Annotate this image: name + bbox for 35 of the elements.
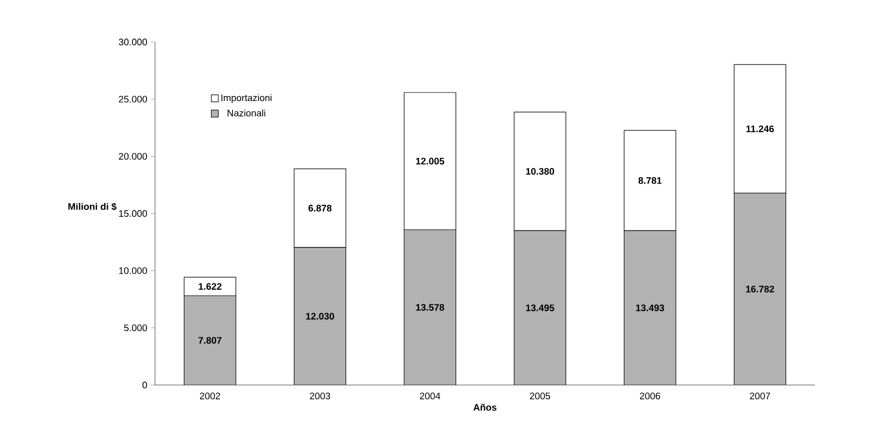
data-label: 1.622 (198, 283, 222, 290)
data-label: 13.578 (416, 304, 444, 311)
x-tick-label: 2003 (310, 392, 330, 400)
y-tick-label: 0 (142, 382, 148, 388)
data-label: 7.807 (198, 337, 222, 344)
x-axis-title: Años (473, 404, 496, 411)
y-tick-label: 25.000 (118, 96, 148, 103)
y-tick-label: 20.000 (118, 152, 148, 160)
legend-label: Importazioni (221, 94, 272, 104)
y-tick-label: 5.000 (124, 324, 148, 332)
legend-label: Nazionali (228, 109, 266, 116)
x-tick-label: 2006 (640, 392, 660, 400)
data-label: 11.246 (746, 125, 774, 132)
bar (624, 230, 676, 385)
x-tick-label: 2005 (530, 392, 550, 400)
data-label: 16.782 (746, 286, 774, 292)
bar (514, 230, 566, 385)
data-label: 12.005 (416, 158, 444, 164)
y-tick-label: 15.000 (119, 210, 148, 217)
data-label: 13.493 (636, 304, 664, 312)
x-tick-label: 2004 (420, 392, 440, 400)
bar (294, 247, 346, 385)
bar (404, 230, 456, 385)
data-label: 8.781 (638, 177, 662, 184)
bar (184, 296, 236, 385)
data-label: 6.878 (308, 204, 332, 212)
x-tick-label: 2007 (750, 392, 770, 400)
y-tick-label: 10.000 (119, 267, 148, 274)
x-tick-label: 2002 (200, 392, 220, 400)
y-axis-title: Milioni di $ (68, 202, 117, 210)
data-label: 13.495 (526, 304, 554, 312)
data-label: 10.380 (526, 168, 554, 175)
y-tick-label: 30.000 (118, 38, 148, 46)
data-label: 12.030 (306, 312, 334, 320)
bar (734, 192, 786, 385)
